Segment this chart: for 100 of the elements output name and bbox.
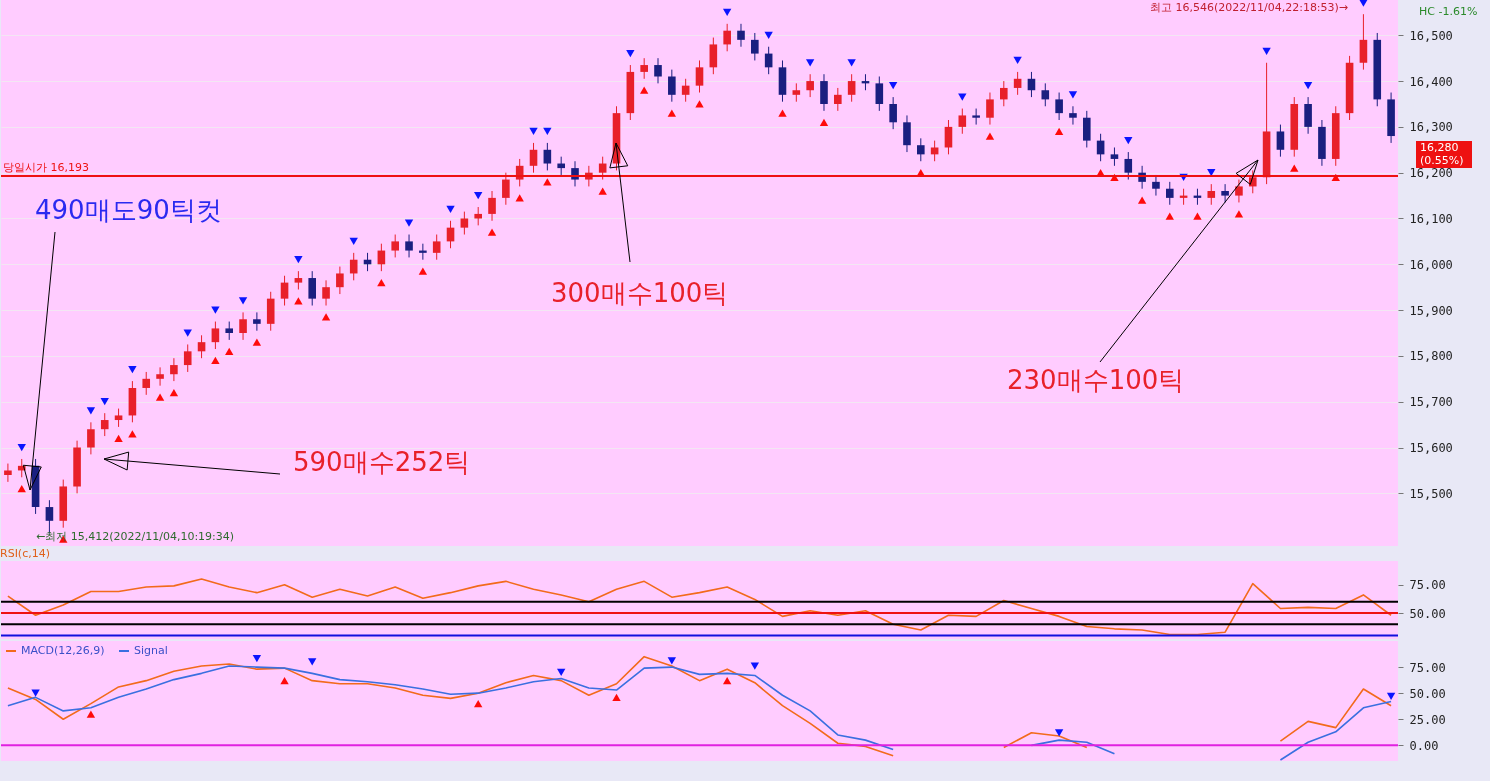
- point: [1054, 127, 1064, 136]
- point: [626, 49, 635, 58]
- candlestick: [598, 156, 607, 181]
- candlestick: [253, 311, 261, 332]
- point: [183, 329, 192, 337]
- y-tick-label: 75.00: [1409, 578, 1446, 593]
- point: [1234, 210, 1244, 218]
- candlestick: [1235, 179, 1243, 203]
- y-tick-label: 15,800: [1409, 349, 1453, 364]
- y-tick-label: 75.00: [1409, 660, 1446, 675]
- candlestick: [640, 57, 648, 80]
- y-tick-label: 15,900: [1409, 303, 1453, 318]
- point: [847, 59, 856, 67]
- point: [155, 393, 165, 401]
- point: [294, 297, 303, 305]
- candlestick: [1276, 124, 1285, 158]
- point: [612, 693, 621, 701]
- candlestick: [1082, 110, 1091, 148]
- point: [1165, 212, 1174, 220]
- point: [418, 267, 428, 275]
- candlestick: [156, 366, 164, 387]
- point: [404, 219, 414, 227]
- point: [17, 485, 26, 493]
- point: [695, 100, 704, 108]
- candlestick: [930, 140, 939, 162]
- point: [1303, 82, 1313, 90]
- candlestick: [1165, 181, 1174, 206]
- candlestick: [474, 206, 482, 226]
- y-tick-label: 16,000: [1409, 257, 1453, 272]
- point: [598, 187, 607, 195]
- candlestick: [239, 311, 247, 341]
- point: [86, 407, 96, 415]
- point: [529, 127, 538, 136]
- candlestick: [432, 234, 441, 261]
- point: [128, 366, 137, 374]
- y-tick-label: 16,100: [1409, 211, 1453, 226]
- point: [238, 297, 248, 305]
- point: [294, 256, 303, 264]
- candlestick: [87, 421, 95, 455]
- candlestick: [405, 234, 413, 258]
- candlestick: [723, 23, 731, 52]
- candlestick: [792, 82, 801, 103]
- point: [377, 279, 386, 287]
- annotation: 490매도90틱컷: [35, 195, 222, 226]
- candlestick: [668, 69, 676, 103]
- point: [1137, 196, 1147, 204]
- annotation: 590매수252틱: [293, 447, 471, 478]
- y-tick-label: 50.00: [1409, 606, 1446, 621]
- y-tick-label: 50.00: [1409, 686, 1446, 701]
- candlestick: [419, 243, 427, 261]
- candlestick: [1304, 96, 1312, 135]
- point: [819, 118, 829, 126]
- candlestick: [1069, 105, 1077, 126]
- point: [958, 93, 967, 101]
- candlestick: [294, 270, 303, 290]
- point: [100, 398, 109, 406]
- point: [543, 178, 552, 186]
- candlestick: [1013, 71, 1022, 96]
- candlestick: [917, 137, 925, 162]
- y-tick-label: 0.00: [1409, 738, 1439, 753]
- candlestick: [349, 252, 358, 281]
- candlestick: [529, 142, 538, 174]
- point: [639, 86, 649, 94]
- point: [515, 194, 524, 202]
- point: [1068, 91, 1078, 99]
- candlestick: [557, 156, 565, 176]
- candlestick: [737, 23, 745, 48]
- candlestick: [211, 321, 220, 350]
- candlestick: [543, 142, 552, 171]
- candlestick: [391, 234, 400, 258]
- candlestick: [183, 343, 192, 373]
- y-tick-label: 16,400: [1409, 74, 1453, 89]
- point: [778, 109, 787, 117]
- point: [1262, 47, 1271, 55]
- candlestick: [114, 408, 123, 428]
- point: [1359, 0, 1368, 7]
- candlestick: [695, 59, 704, 94]
- point: [722, 677, 732, 685]
- candlestick: [502, 172, 510, 206]
- point: [280, 677, 289, 685]
- annotation: ←최저 15,412(2022/11/04,10:19:34): [36, 530, 235, 544]
- candlestick: [972, 108, 980, 126]
- point: [1290, 164, 1299, 172]
- point: [349, 237, 358, 246]
- candlestick: [336, 266, 344, 295]
- point: [764, 31, 773, 39]
- candlestick: [322, 279, 330, 307]
- point: [474, 191, 483, 200]
- candlestick: [847, 73, 856, 103]
- candlestick: [999, 80, 1008, 107]
- point: [722, 8, 732, 16]
- point: [86, 710, 96, 718]
- candlestick: [1110, 146, 1119, 167]
- point: [446, 205, 455, 213]
- candlestick: [681, 78, 690, 103]
- candlestick: [903, 114, 911, 153]
- candlestick: [1124, 151, 1133, 181]
- point: [888, 82, 898, 90]
- point: [557, 668, 566, 676]
- candlestick: [889, 96, 897, 130]
